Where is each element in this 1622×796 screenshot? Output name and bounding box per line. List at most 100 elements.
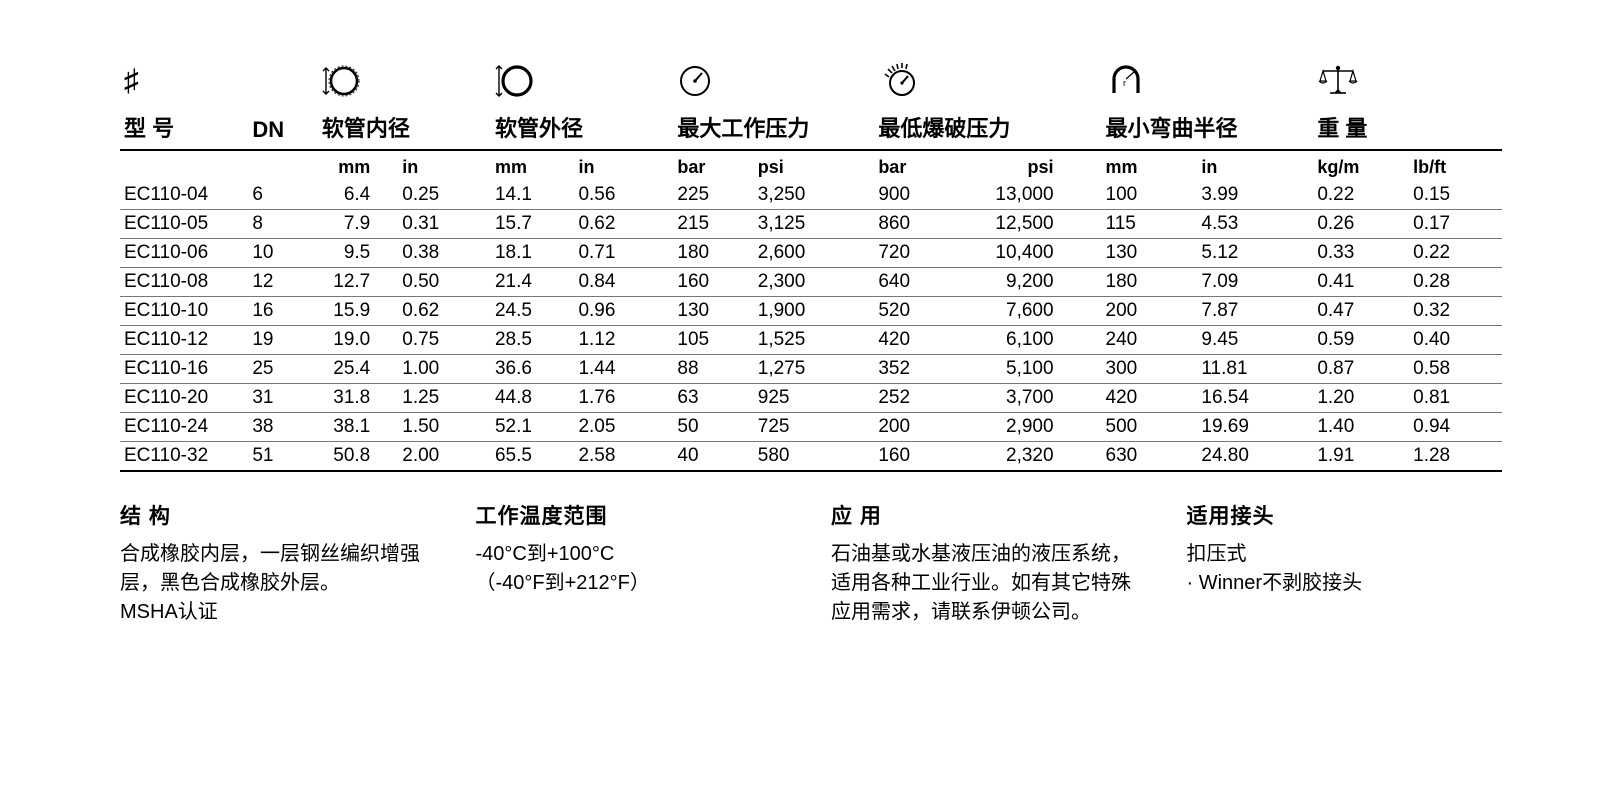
cell-wt-lb: 0.22 <box>1409 239 1502 268</box>
cell-id-mm: 12.7 <box>318 268 398 297</box>
header-dn: DN <box>248 105 318 150</box>
cell-model: EC110-12 <box>120 326 248 355</box>
cell-br-mm: 500 <box>1102 413 1198 442</box>
cell-dn: 8 <box>248 210 318 239</box>
unit-psi: psi <box>754 150 875 181</box>
cell-dn: 25 <box>248 355 318 384</box>
cell-bp-psi: 12,500 <box>955 210 1102 239</box>
info-fitting: 适用接头 扣压式· Winner不剥胶接头 <box>1187 500 1503 627</box>
cell-bp-bar: 252 <box>874 384 954 413</box>
header-bp: 最低爆破压力 <box>874 105 1101 150</box>
cell-br-mm: 130 <box>1102 239 1198 268</box>
table-row: EC110-081212.70.5021.40.841602,3006409,2… <box>120 268 1502 297</box>
svg-text:r: r <box>1123 78 1126 88</box>
burst-pressure-icon <box>874 60 1101 105</box>
info-structure: 结 构 合成橡胶内层，一层钢丝编织增强层，黑色合成橡胶外层。MSHA认证 <box>120 500 436 627</box>
cell-bp-psi: 2,320 <box>955 442 1102 472</box>
unit-kgm: kg/m <box>1313 150 1409 181</box>
cell-wp-psi: 1,275 <box>754 355 875 384</box>
cell-od-in: 2.05 <box>574 413 673 442</box>
header-od: 软管外径 <box>491 105 673 150</box>
info-section: 结 构 合成橡胶内层，一层钢丝编织增强层，黑色合成橡胶外层。MSHA认证 工作温… <box>120 500 1502 627</box>
unit-lbft: lb/ft <box>1409 150 1502 181</box>
outer-diameter-icon <box>491 60 673 105</box>
cell-model: EC110-16 <box>120 355 248 384</box>
cell-id-in: 1.00 <box>398 355 491 384</box>
cell-wp-bar: 88 <box>673 355 753 384</box>
cell-wt-kg: 1.40 <box>1313 413 1409 442</box>
info-structure-title: 结 构 <box>120 500 436 530</box>
cell-id-in: 0.25 <box>398 181 491 210</box>
cell-bp-bar: 900 <box>874 181 954 210</box>
unit-in2: in <box>574 150 673 181</box>
cell-model: EC110-20 <box>120 384 248 413</box>
cell-wt-lb: 1.28 <box>1409 442 1502 472</box>
cell-od-in: 0.56 <box>574 181 673 210</box>
cell-wp-bar: 215 <box>673 210 753 239</box>
cell-wt-kg: 1.91 <box>1313 442 1409 472</box>
cell-od-in: 0.62 <box>574 210 673 239</box>
cell-wt-kg: 0.87 <box>1313 355 1409 384</box>
cell-wt-lb: 0.32 <box>1409 297 1502 326</box>
unit-in3: in <box>1197 150 1313 181</box>
header-row: 型 号 DN 软管内径 软管外径 最大工作压力 最低爆破压力 最小弯曲半径 重 … <box>120 105 1502 150</box>
cell-od-in: 1.12 <box>574 326 673 355</box>
cell-od-in: 2.58 <box>574 442 673 472</box>
cell-wp-bar: 225 <box>673 181 753 210</box>
cell-od-in: 0.96 <box>574 297 673 326</box>
cell-id-mm: 6.4 <box>318 181 398 210</box>
cell-id-mm: 15.9 <box>318 297 398 326</box>
table-row: EC110-0466.40.2514.10.562253,25090013,00… <box>120 181 1502 210</box>
unit-bar: bar <box>673 150 753 181</box>
cell-dn: 19 <box>248 326 318 355</box>
cell-id-mm: 19.0 <box>318 326 398 355</box>
table-row: EC110-121919.00.7528.51.121051,5254206,1… <box>120 326 1502 355</box>
cell-wp-psi: 2,300 <box>754 268 875 297</box>
unit-mm3: mm <box>1102 150 1198 181</box>
unit-psi2: psi <box>955 150 1102 181</box>
cell-wt-kg: 0.22 <box>1313 181 1409 210</box>
cell-id-mm: 7.9 <box>318 210 398 239</box>
cell-wt-lb: 0.28 <box>1409 268 1502 297</box>
header-wt: 重 量 <box>1313 105 1502 150</box>
cell-br-mm: 115 <box>1102 210 1198 239</box>
icon-row: ♯ r <box>120 60 1502 105</box>
cell-id-in: 1.50 <box>398 413 491 442</box>
cell-id-mm: 9.5 <box>318 239 398 268</box>
cell-br-in: 7.09 <box>1197 268 1313 297</box>
cell-br-in: 7.87 <box>1197 297 1313 326</box>
cell-id-in: 0.62 <box>398 297 491 326</box>
header-br: 最小弯曲半径 <box>1102 105 1314 150</box>
cell-dn: 6 <box>248 181 318 210</box>
cell-dn: 10 <box>248 239 318 268</box>
cell-od-mm: 44.8 <box>491 384 574 413</box>
table-row: EC110-203131.81.2544.81.76639252523,7004… <box>120 384 1502 413</box>
cell-bp-psi: 2,900 <box>955 413 1102 442</box>
cell-id-mm: 50.8 <box>318 442 398 472</box>
cell-od-mm: 24.5 <box>491 297 574 326</box>
cell-od-mm: 18.1 <box>491 239 574 268</box>
pressure-gauge-icon <box>673 60 874 105</box>
cell-wt-kg: 1.20 <box>1313 384 1409 413</box>
cell-wp-bar: 130 <box>673 297 753 326</box>
header-model: 型 号 <box>120 105 248 150</box>
table-body: EC110-0466.40.2514.10.562253,25090013,00… <box>120 181 1502 471</box>
cell-dn: 51 <box>248 442 318 472</box>
spec-table: ♯ r 型 号 DN 软管内径 软管外径 最大 <box>120 60 1502 472</box>
cell-model: EC110-05 <box>120 210 248 239</box>
cell-bp-psi: 7,600 <box>955 297 1102 326</box>
cell-model: EC110-10 <box>120 297 248 326</box>
cell-dn: 38 <box>248 413 318 442</box>
cell-od-mm: 15.7 <box>491 210 574 239</box>
cell-br-in: 5.12 <box>1197 239 1313 268</box>
cell-wp-psi: 3,250 <box>754 181 875 210</box>
unit-mm2: mm <box>491 150 574 181</box>
cell-wp-bar: 50 <box>673 413 753 442</box>
cell-br-in: 3.99 <box>1197 181 1313 210</box>
cell-id-mm: 31.8 <box>318 384 398 413</box>
cell-id-mm: 38.1 <box>318 413 398 442</box>
cell-br-in: 9.45 <box>1197 326 1313 355</box>
cell-od-mm: 65.5 <box>491 442 574 472</box>
cell-bp-psi: 9,200 <box>955 268 1102 297</box>
cell-od-in: 0.84 <box>574 268 673 297</box>
